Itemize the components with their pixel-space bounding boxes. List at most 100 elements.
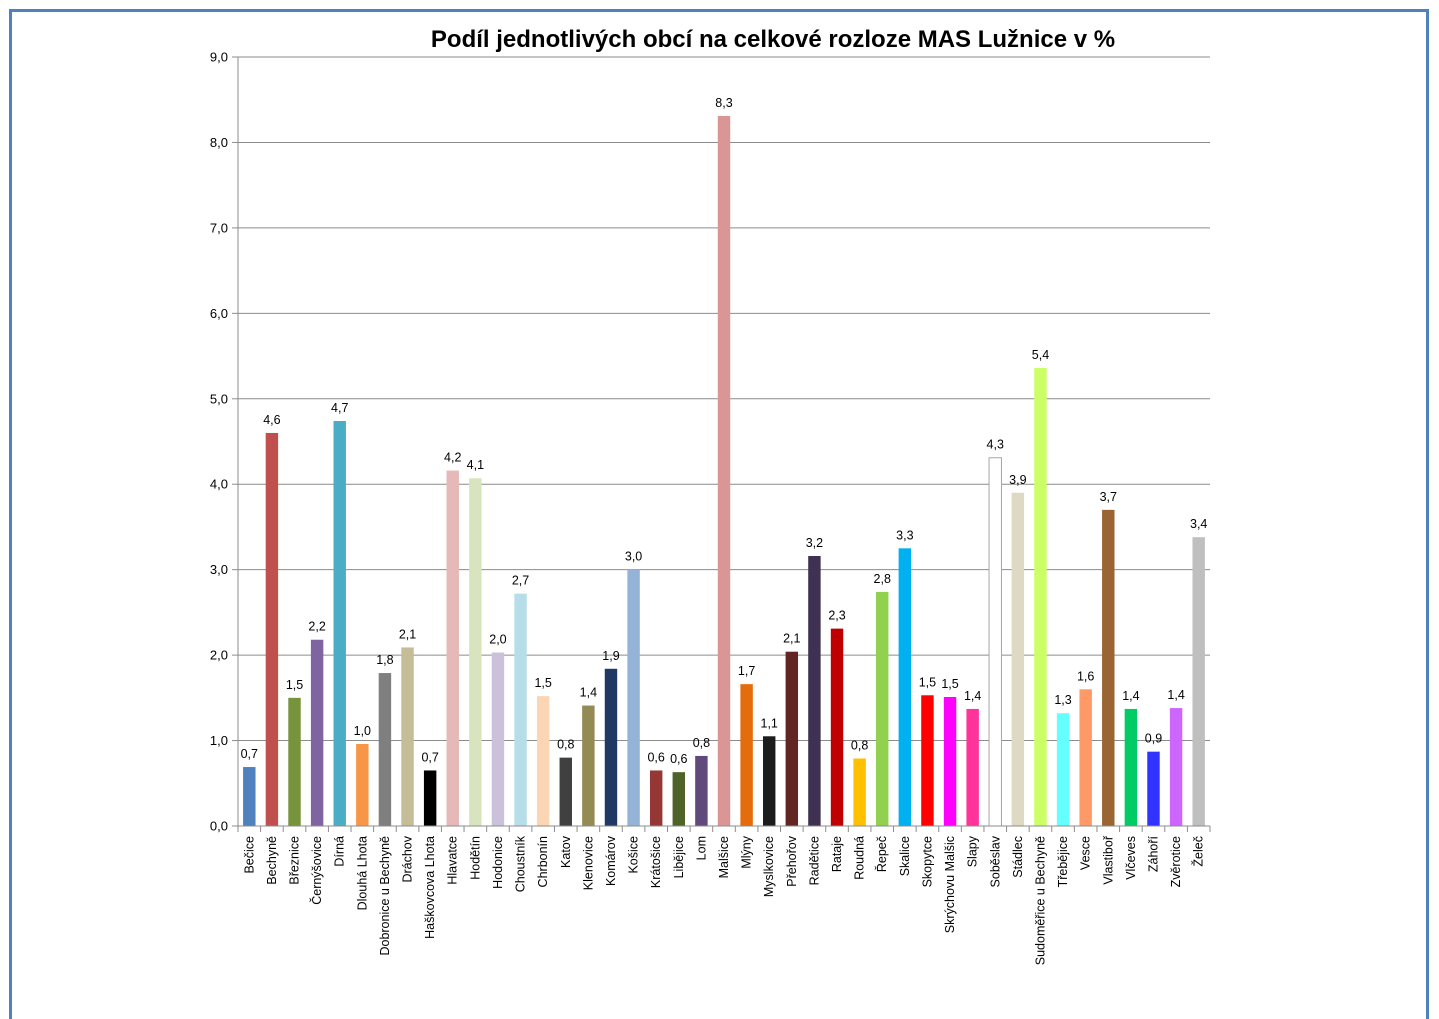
bar	[401, 647, 414, 826]
y-tick-label: 5,0	[210, 391, 228, 406]
data-label: 3,3	[896, 528, 913, 542]
bar	[1102, 509, 1115, 826]
bar	[1011, 492, 1025, 826]
x-tick-label: Březnice	[288, 836, 302, 885]
data-label: 1,7	[738, 664, 755, 678]
x-tick-label: Lom	[694, 836, 708, 860]
bar	[559, 757, 572, 826]
bar	[243, 767, 256, 826]
x-tick-label: Třebějice	[1056, 836, 1070, 887]
data-label: 1,5	[941, 677, 958, 691]
bar	[717, 115, 731, 826]
chart-frame	[9, 9, 1429, 1019]
bar	[423, 770, 437, 826]
x-tick-label: Bechyně	[265, 836, 279, 885]
y-tick-label: 3,0	[210, 562, 228, 577]
data-label: 2,1	[399, 627, 416, 641]
x-tick-label: Košice	[627, 836, 641, 874]
bar	[446, 470, 459, 826]
y-tick-label: 0,0	[210, 819, 228, 834]
x-tick-label: Dráchov	[401, 835, 415, 882]
bar	[514, 593, 527, 826]
y-tick-label: 1,0	[210, 733, 228, 748]
x-tick-label: Myslkovice	[762, 836, 776, 897]
data-label: 2,8	[874, 572, 891, 586]
bar	[740, 684, 753, 826]
data-label: 0,7	[241, 747, 258, 761]
bar	[469, 478, 482, 826]
data-label: 1,4	[1167, 688, 1184, 702]
bar	[333, 420, 346, 826]
x-tick-label: Dobronice u Bechyně	[378, 836, 392, 956]
data-label: 0,8	[851, 738, 868, 752]
bar	[988, 457, 1002, 827]
bar	[672, 772, 686, 826]
data-labels: 0,7 4,6 1,5 2,2 4,7 1,0 1,8 2,1 0,7 4,2 4,1 2,0 2,7 1…	[241, 96, 1208, 766]
x-tick-label: Zvěrotice	[1169, 836, 1183, 887]
x-tick-label: Řepeč	[874, 836, 889, 872]
y-tick-label: 2,0	[210, 648, 228, 663]
x-tick-label: Roudná	[853, 836, 867, 880]
data-label: 1,5	[919, 675, 936, 689]
x-tick-label: Mlýny	[740, 835, 754, 868]
data-label: 1,4	[964, 689, 981, 703]
bar	[695, 755, 708, 826]
bar	[785, 651, 799, 826]
x-tick-label: Skopytce	[920, 836, 934, 887]
bar	[536, 696, 550, 826]
data-label: 1,3	[1054, 693, 1071, 707]
x-tick-label: Hodonice	[491, 836, 505, 889]
x-tick-label: Soběslav	[988, 835, 1002, 887]
y-tick-label: 4,0	[210, 477, 228, 492]
x-tick-label: Bečice	[242, 836, 256, 874]
x-tick-label: Libějice	[672, 836, 686, 878]
y-tick-label: 6,0	[210, 306, 228, 321]
data-label: 1,9	[602, 649, 619, 663]
x-tick-label: Dlouhá Lhota	[355, 836, 369, 910]
bar	[1056, 713, 1070, 826]
data-label: 2,2	[308, 620, 325, 634]
x-tick-label: Haškovcova Lhota	[423, 836, 437, 939]
bar	[921, 695, 934, 826]
x-tick-label: Hlavatce	[446, 836, 460, 885]
data-label: 4,1	[467, 458, 484, 472]
bar	[310, 639, 324, 826]
data-label: 4,7	[331, 401, 348, 415]
bar	[830, 628, 844, 826]
x-tick-label: Slapy	[966, 835, 980, 867]
bar	[876, 591, 889, 826]
data-label: 5,4	[1032, 348, 1049, 362]
x-tick-label: Stádlec	[1011, 836, 1025, 878]
bar	[898, 548, 912, 826]
bar	[1079, 689, 1092, 826]
bar	[288, 697, 301, 826]
x-tick-label: Sudoměřice u Bechyně	[1033, 836, 1047, 965]
data-label: 3,4	[1190, 517, 1207, 531]
bar	[943, 696, 957, 826]
x-tick-label: Rataje	[830, 836, 844, 872]
bar	[808, 555, 821, 826]
data-label: 4,2	[444, 451, 461, 465]
bar	[491, 652, 505, 826]
x-tick-label: Skalice	[898, 836, 912, 876]
x-tick-label: Vesce	[1079, 836, 1093, 870]
x-axis-tick-labels: Bečice Bechyně Březnice Černýšovice Dírná Dlo…	[242, 835, 1205, 965]
data-label: 4,3	[987, 438, 1004, 452]
bar	[1147, 751, 1160, 826]
data-label: 1,1	[761, 716, 778, 730]
bar	[1124, 708, 1138, 826]
data-label: 1,6	[1077, 669, 1094, 683]
data-label: 0,8	[557, 738, 574, 752]
data-label: 0,8	[693, 736, 710, 750]
y-tick-label: 9,0	[210, 50, 228, 65]
x-tick-label: Katov	[559, 835, 573, 868]
data-label: 3,2	[806, 536, 823, 550]
x-tick-label: Želeč	[1191, 836, 1206, 867]
data-label: 3,9	[1009, 473, 1026, 487]
x-tick-label: Černýšovice	[309, 836, 324, 905]
y-tick-label: 7,0	[210, 220, 228, 235]
data-label: 0,6	[670, 752, 687, 766]
data-label: 1,4	[580, 686, 597, 700]
x-tick-label: Hodětín	[468, 836, 482, 880]
